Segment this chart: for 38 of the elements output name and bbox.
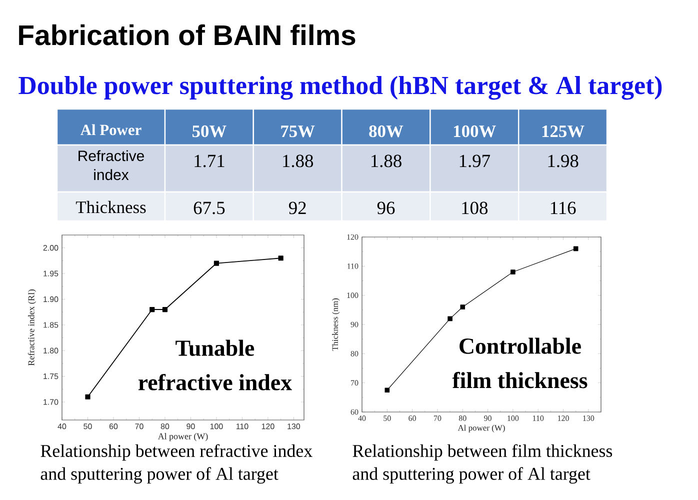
point xyxy=(162,306,168,312)
text: Al Power xyxy=(80,124,142,136)
category-label: 80W xyxy=(369,125,404,138)
data-label: 92 xyxy=(288,202,306,214)
point xyxy=(510,270,516,274)
category-label: 100W xyxy=(454,125,496,138)
point xyxy=(460,304,466,310)
point xyxy=(384,388,390,393)
data-label: 1.71 xyxy=(194,154,224,168)
text: Double power sputtering method (hBN target & Al target) xyxy=(18,76,662,100)
y-axis-title: Refractive index (RI) xyxy=(28,290,36,366)
data-label: 1.88 xyxy=(283,154,314,168)
data-label: 108 xyxy=(462,202,488,214)
series-label: Thickness xyxy=(76,200,146,214)
x-axis-title: Al power (W) xyxy=(458,424,505,432)
point xyxy=(150,306,155,312)
category-label: 50W xyxy=(192,125,226,138)
point xyxy=(85,394,90,400)
annotation: Controllable film thickness xyxy=(452,338,588,388)
data-label: 1.97 xyxy=(460,154,490,168)
point xyxy=(573,246,578,252)
category-label: 75W xyxy=(281,126,315,138)
data-label: 116 xyxy=(550,202,576,214)
y-axis-title: Thickness (nm) xyxy=(332,298,340,351)
category-label: 125W xyxy=(542,125,584,138)
series-label: Refractive index xyxy=(78,150,144,180)
text: Relationship between refractive index and sputtering power of Al target xyxy=(40,444,312,484)
data-label: 1.88 xyxy=(372,154,402,168)
point xyxy=(278,256,284,261)
data-label: 96 xyxy=(377,202,395,214)
point xyxy=(448,316,452,322)
point xyxy=(214,260,220,266)
x-axis-title: Al power (W) xyxy=(158,433,208,442)
annotation: Tunable refractive index xyxy=(138,340,292,390)
text: Fabrication of BAIN films xyxy=(19,24,356,46)
text: Relationship between film thickness and sputtering power of Al target xyxy=(352,444,612,484)
data-label: 1.98 xyxy=(548,154,578,168)
data-label: 67.5 xyxy=(194,202,225,214)
